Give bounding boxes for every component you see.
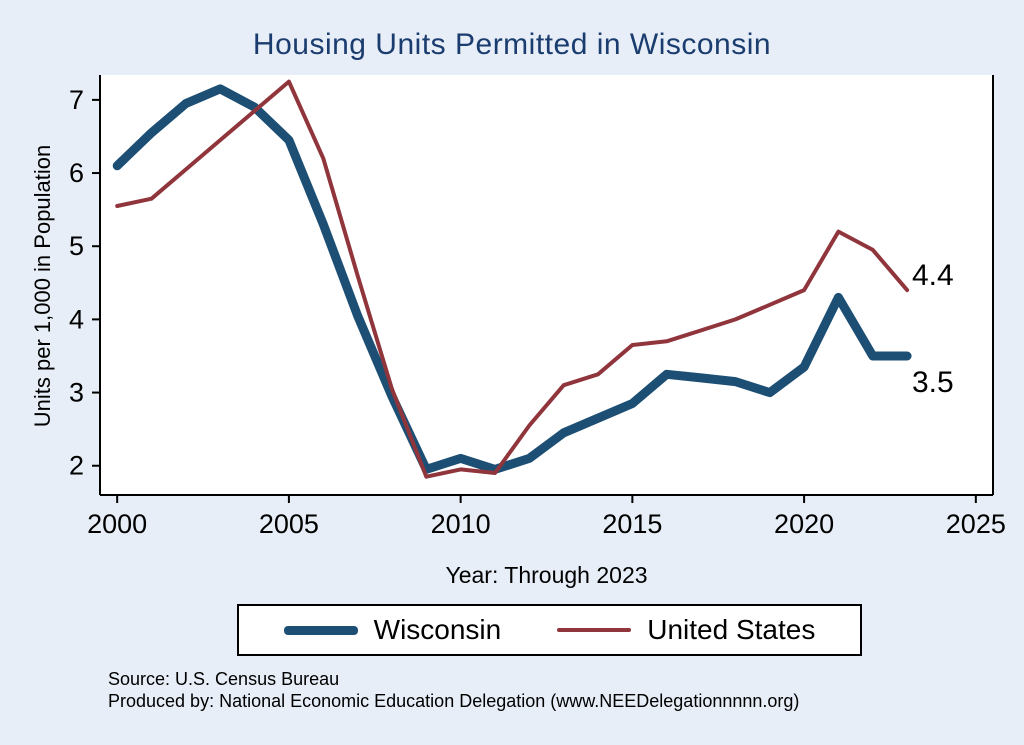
x-tick-label: 2025 (946, 509, 1006, 539)
united-states-line-swatch (557, 628, 632, 632)
y-tick-label: 6 (69, 158, 84, 188)
x-tick-label: 2010 (431, 509, 491, 539)
produced-by-note: Produced by: National Economic Education… (108, 691, 800, 711)
wisconsin-line-swatch (283, 625, 358, 635)
y-tick-label: 5 (69, 231, 84, 261)
x-tick-label: 2005 (259, 509, 319, 539)
series-line-united-states (115, 79, 910, 479)
legend-label-wisconsin: Wisconsin (373, 614, 502, 645)
united-states-end-value-label: 4.4 (912, 259, 954, 292)
y-tick-label: 2 (69, 451, 84, 481)
legend-item-united-states: United States (557, 614, 815, 646)
y-tick-label: 4 (69, 304, 84, 334)
legend-item-wisconsin: Wisconsin (283, 614, 502, 646)
source-note: Source: U.S. Census Bureau (108, 669, 340, 689)
series-line-wisconsin (112, 84, 912, 474)
y-tick-label: 3 (69, 378, 84, 408)
wisconsin-end-value-label: 3.5 (912, 366, 954, 399)
plot-area (100, 75, 993, 495)
x-axis-title: Year: Through 2023 (445, 562, 648, 588)
y-tick-label: 7 (69, 85, 84, 115)
x-tick-label: 2015 (602, 509, 662, 539)
legend-label-united-states: United States (647, 614, 816, 645)
chart-footer: Source: U.S. Census Bureau Produced by: … (108, 668, 799, 712)
chart-legend: Wisconsin United States (237, 604, 862, 656)
chart-title: Housing Units Permitted in Wisconsin (252, 28, 772, 61)
y-axis-title: Units per 1,000 in Population (30, 144, 55, 428)
x-tick-label: 2020 (774, 509, 834, 539)
x-tick-label: 2000 (87, 509, 147, 539)
